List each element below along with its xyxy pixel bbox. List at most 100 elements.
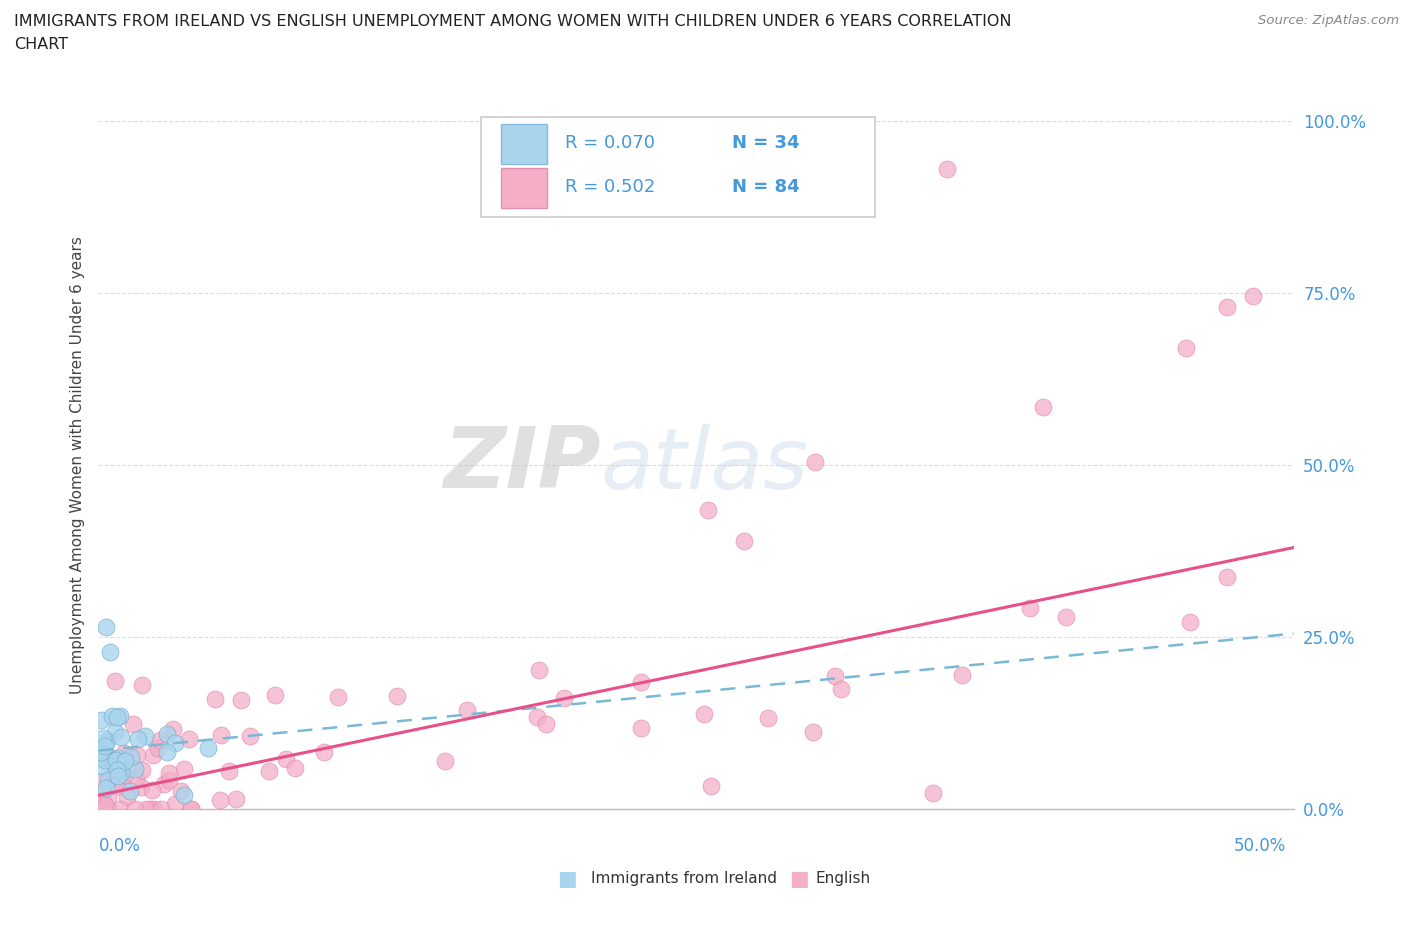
Point	[209, 727, 232, 742]
Point	[1032, 399, 1054, 414]
Text: N = 34: N = 34	[733, 135, 800, 153]
Point	[149, 802, 172, 817]
FancyBboxPatch shape	[481, 117, 875, 218]
Point	[173, 762, 195, 777]
Point	[197, 740, 219, 755]
Point	[526, 710, 548, 724]
Point	[104, 724, 127, 739]
Point	[170, 784, 193, 799]
Text: IMMIGRANTS FROM IRELAND VS ENGLISH UNEMPLOYMENT AMONG WOMEN WITH CHILDREN UNDER : IMMIGRANTS FROM IRELAND VS ENGLISH UNEMP…	[14, 14, 1011, 29]
Point	[98, 644, 122, 659]
Point	[107, 768, 129, 783]
Text: 0.0%: 0.0%	[98, 837, 141, 855]
Point	[456, 702, 478, 717]
Point	[218, 764, 240, 778]
Text: atlas: atlas	[600, 423, 808, 507]
Point	[131, 678, 153, 693]
Point	[239, 729, 262, 744]
Point	[129, 779, 152, 794]
Point	[328, 690, 350, 705]
Point	[90, 774, 112, 789]
Point	[225, 791, 247, 806]
Point	[112, 746, 135, 761]
Point	[630, 721, 652, 736]
Point	[91, 802, 114, 817]
Point	[142, 748, 165, 763]
Point	[90, 713, 112, 728]
Point	[157, 765, 180, 780]
Point	[204, 692, 226, 707]
Text: N = 84: N = 84	[733, 179, 800, 196]
Point	[284, 760, 307, 775]
Text: English: English	[815, 871, 870, 886]
Point	[110, 729, 132, 744]
Point	[314, 745, 336, 760]
Point	[94, 619, 117, 634]
Point	[274, 751, 297, 766]
Point	[127, 732, 149, 747]
Point	[1215, 299, 1237, 314]
Text: R = 0.502: R = 0.502	[565, 179, 655, 196]
Point	[1175, 340, 1198, 355]
Point	[950, 667, 973, 682]
Text: Source: ZipAtlas.com: Source: ZipAtlas.com	[1258, 14, 1399, 27]
Point	[434, 753, 457, 768]
Point	[630, 674, 652, 689]
Point	[97, 790, 120, 805]
Point	[93, 802, 115, 817]
Point	[756, 711, 779, 726]
Point	[124, 802, 146, 817]
Point	[143, 802, 166, 817]
Point	[385, 689, 408, 704]
Point	[90, 745, 112, 760]
Point	[536, 716, 558, 731]
Point	[101, 766, 124, 781]
Point	[134, 728, 156, 743]
Point	[107, 757, 129, 772]
Point	[146, 741, 169, 756]
Point	[135, 802, 157, 817]
Point	[105, 710, 128, 724]
Point	[94, 780, 117, 795]
Point	[209, 792, 232, 807]
Point	[94, 798, 117, 813]
Text: ZIP: ZIP	[443, 423, 600, 507]
FancyBboxPatch shape	[501, 168, 547, 207]
Point	[125, 748, 148, 763]
Point	[824, 668, 846, 683]
Text: Immigrants from Ireland: Immigrants from Ireland	[591, 871, 776, 886]
Point	[1241, 289, 1264, 304]
Point	[101, 709, 124, 724]
Point	[733, 533, 755, 548]
Point	[156, 726, 179, 741]
Point	[257, 764, 280, 778]
Point	[111, 775, 134, 790]
Point	[101, 751, 124, 765]
Point	[229, 693, 252, 708]
Point	[830, 682, 852, 697]
Y-axis label: Unemployment Among Women with Children Under 6 years: Unemployment Among Women with Children U…	[69, 236, 84, 694]
Point	[180, 802, 202, 817]
Point	[97, 773, 120, 788]
Point	[553, 691, 575, 706]
Point	[527, 662, 550, 677]
Point	[1054, 610, 1077, 625]
Point	[91, 793, 114, 808]
Point	[149, 733, 172, 748]
Point	[120, 750, 142, 764]
Point	[120, 783, 142, 798]
Point	[935, 162, 957, 177]
Point	[165, 797, 187, 812]
Point	[91, 730, 114, 745]
Point	[922, 785, 945, 800]
Point	[263, 688, 285, 703]
Point	[101, 754, 124, 769]
Point	[177, 732, 200, 747]
Point	[1018, 600, 1040, 615]
Point	[97, 802, 120, 817]
Point	[94, 751, 117, 766]
Point	[180, 802, 202, 817]
Text: ■: ■	[557, 869, 576, 889]
Point	[156, 745, 179, 760]
Point	[115, 790, 138, 804]
